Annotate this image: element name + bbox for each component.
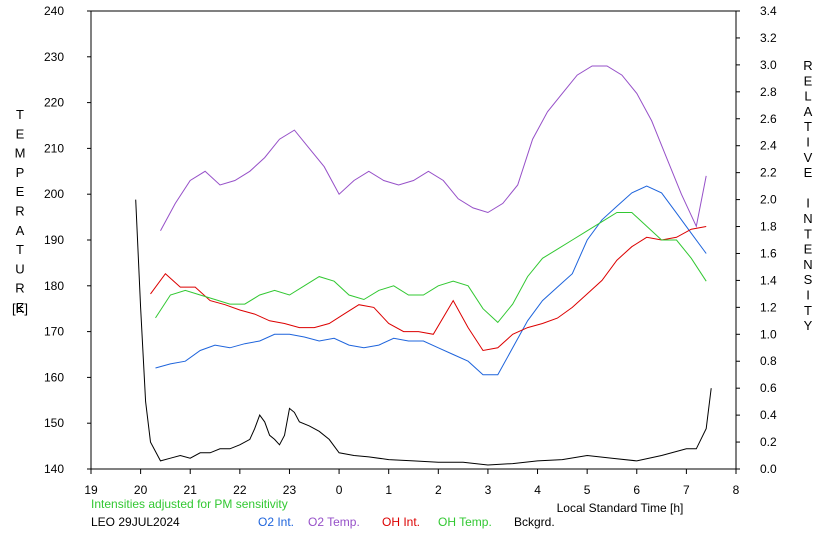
left-tick-label: 200 xyxy=(44,187,64,201)
x-tick-label: 19 xyxy=(84,483,98,497)
right-axis-ticks: 0.0 0.2 0.4 0.6 0.8 1.0 1.2 1.4 1.6 1.8 2.0 2.2 2.4 2… xyxy=(736,4,777,476)
legend-item: OH Temp. xyxy=(438,515,492,529)
x-tick-label: 5 xyxy=(584,483,591,497)
right-tick-label: 2.8 xyxy=(760,85,777,99)
left-axis-unit: [K] xyxy=(12,301,28,316)
x-axis-title: Local Standard Time [h] xyxy=(557,501,684,515)
x-axis-ticks: 19 20 21 22 23 0 1 2 3 4 5 6 7 8 xyxy=(84,469,740,497)
legend-item: OH Int. xyxy=(382,515,420,529)
right-tick-label: 2.2 xyxy=(760,166,777,180)
legend-item: O2 Int. xyxy=(258,515,294,529)
left-tick-label: 210 xyxy=(44,141,64,155)
series-oh-int-line xyxy=(150,226,707,352)
station-date: LEO 29JUL2024 xyxy=(91,515,180,529)
x-tick-label: 8 xyxy=(733,483,740,497)
left-tick-label: 140 xyxy=(44,462,64,476)
series-o2-temp-line xyxy=(160,65,707,232)
right-tick-label: 2.4 xyxy=(760,139,777,153)
right-tick-label: 0.4 xyxy=(760,408,777,422)
right-tick-label: 0.0 xyxy=(760,462,777,476)
x-tick-label: 2 xyxy=(435,483,442,497)
left-tick-label: 160 xyxy=(44,370,64,384)
x-tick-label: 6 xyxy=(633,483,640,497)
series-oh-temp-line xyxy=(155,212,707,324)
series-bckgrd-line xyxy=(135,199,712,466)
right-tick-label: 0.2 xyxy=(760,435,777,449)
right-tick-label: 1.6 xyxy=(760,246,777,260)
series-o2-int-line xyxy=(155,185,707,376)
left-tick-label: 180 xyxy=(44,279,64,293)
x-tick-label: 0 xyxy=(336,483,343,497)
left-tick-label: 240 xyxy=(44,4,64,18)
x-tick-label: 20 xyxy=(134,483,148,497)
sensitivity-note: Intensities adjusted for PM sensitivity xyxy=(91,497,288,511)
left-tick-label: 170 xyxy=(44,325,64,339)
left-tick-label: 150 xyxy=(44,416,64,430)
right-tick-label: 1.0 xyxy=(760,327,777,341)
right-tick-label: 0.8 xyxy=(760,354,777,368)
right-tick-label: 1.2 xyxy=(760,300,777,314)
plot-frame xyxy=(90,10,737,470)
x-tick-label: 1 xyxy=(385,483,392,497)
x-tick-label: 3 xyxy=(485,483,492,497)
right-tick-label: 1.8 xyxy=(760,220,777,234)
x-tick-label: 23 xyxy=(283,483,297,497)
right-tick-label: 0.6 xyxy=(760,381,777,395)
left-tick-label: 190 xyxy=(44,233,64,247)
right-tick-label: 2.6 xyxy=(760,112,777,126)
x-tick-label: 22 xyxy=(233,483,247,497)
left-axis-ticks: 140 150 160 170 180 190 200 210 220 230 240 xyxy=(44,4,91,476)
legend-item: O2 Temp. xyxy=(308,515,360,529)
x-tick-label: 7 xyxy=(683,483,690,497)
left-tick-label: 220 xyxy=(44,96,64,110)
right-tick-label: 3.2 xyxy=(760,31,777,45)
right-tick-label: 1.4 xyxy=(760,273,777,287)
right-tick-label: 3.4 xyxy=(760,4,777,18)
legend-item: Bckgrd. xyxy=(514,515,555,529)
x-tick-label: 21 xyxy=(184,483,198,497)
right-tick-label: 3.0 xyxy=(760,58,777,72)
x-tick-label: 4 xyxy=(534,483,541,497)
left-tick-label: 230 xyxy=(44,50,64,64)
series-layer xyxy=(135,65,712,466)
right-tick-label: 2.0 xyxy=(760,193,777,207)
legend: O2 Int. O2 Temp. OH Int. OH Temp. Bckgrd. xyxy=(258,515,555,529)
